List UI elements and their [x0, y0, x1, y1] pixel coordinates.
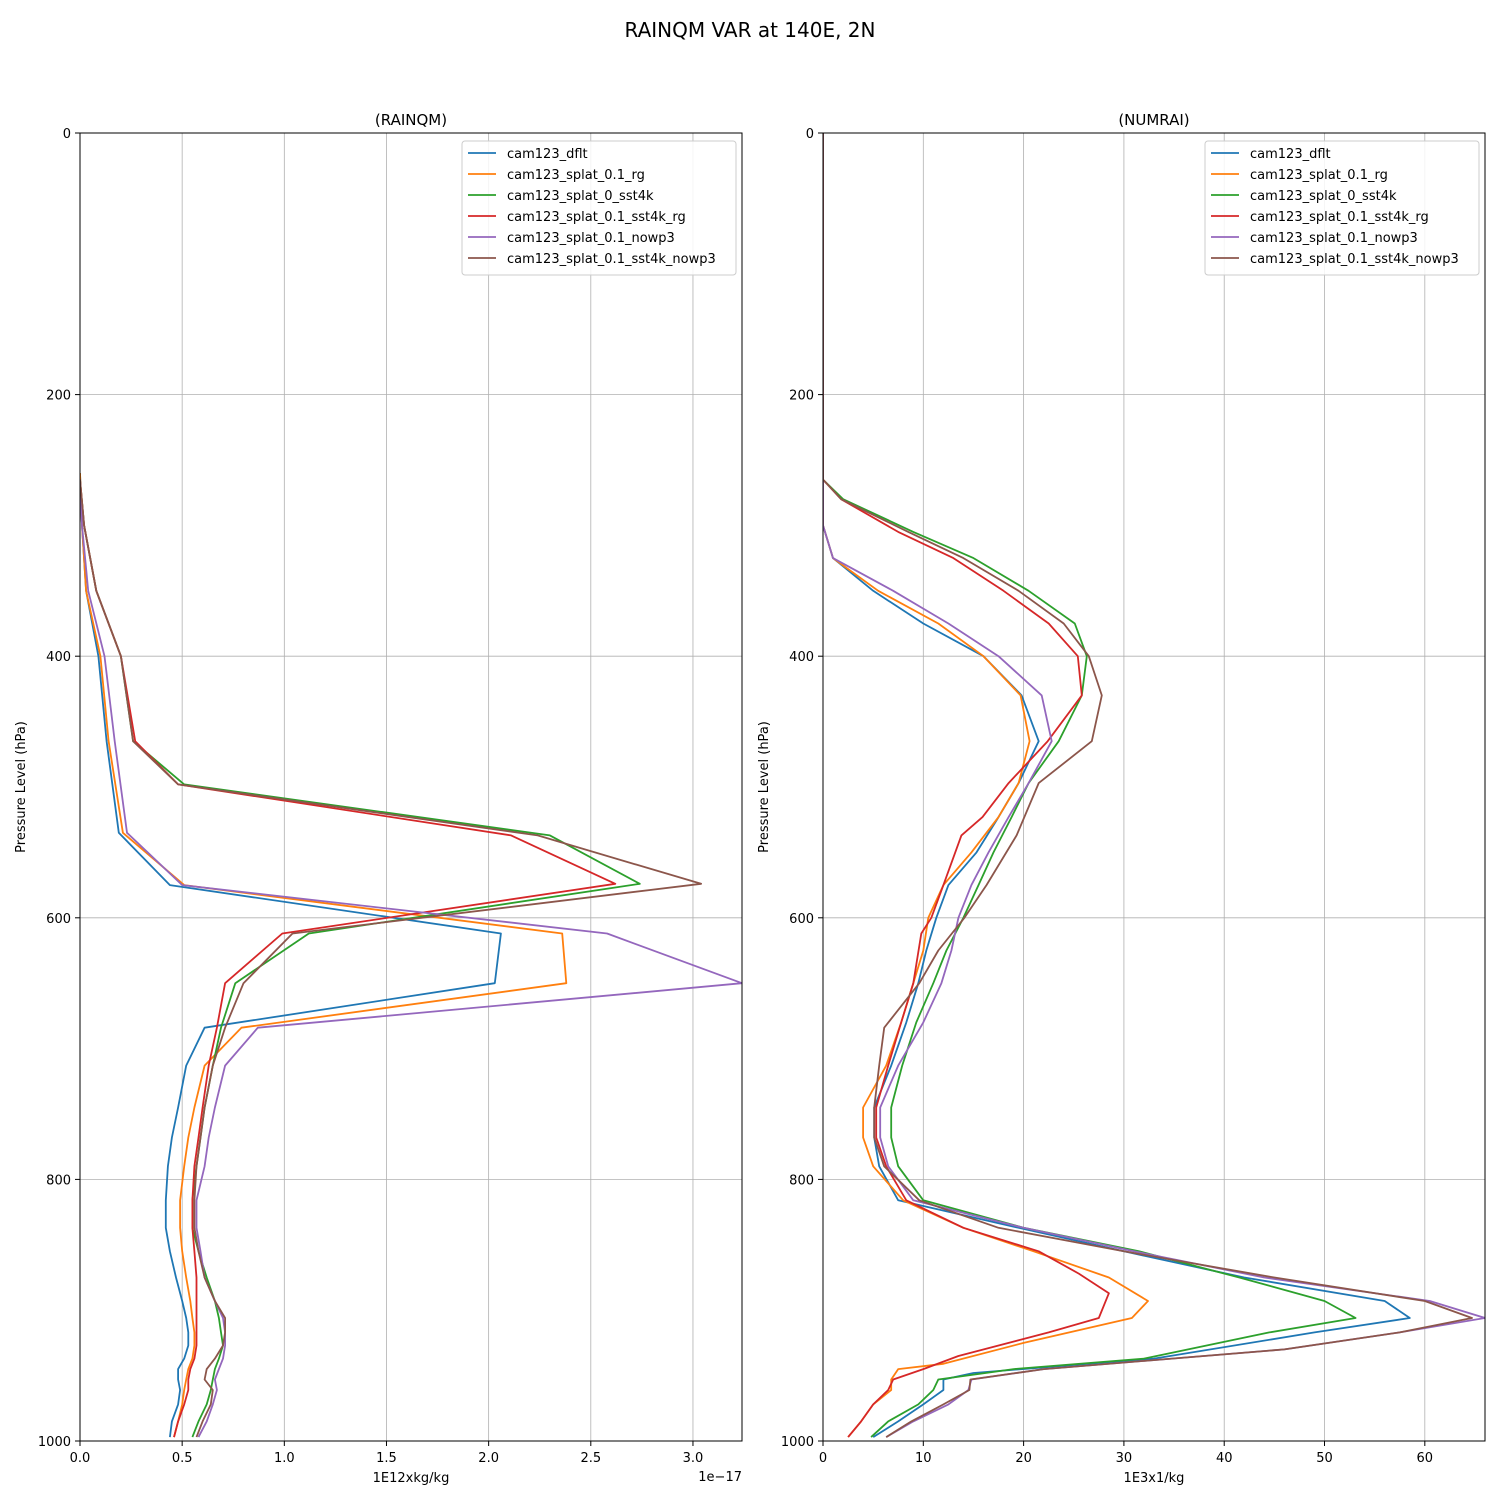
y-tick-label: 200 — [789, 389, 814, 404]
figure-suptitle: RAINQM VAR at 140E, 2N — [625, 18, 876, 42]
x-tick-label: 1.0 — [274, 1451, 295, 1466]
legend-entry: cam123_splat_0_sst4k — [507, 189, 654, 204]
y-axis-label: Pressure Level (hPa) — [14, 721, 29, 853]
x-tick-label: 40 — [1216, 1451, 1233, 1466]
legend-entry: cam123_splat_0.1_rg — [1250, 168, 1388, 183]
x-axis-label: 1E3x1/kg — [1124, 1471, 1185, 1486]
x-offset-label: 1e−17 — [698, 1470, 742, 1485]
legend: cam123_dflt cam123_splat_0.1_rg cam123_spl… — [1204, 140, 1480, 276]
legend-entry: cam123_splat_0.1_nowp3 — [507, 231, 675, 246]
y-tick-label: 0 — [63, 127, 71, 142]
x-tick-label: 50 — [1316, 1451, 1333, 1466]
axes-frame — [79, 132, 743, 1442]
series-line-3 — [80, 479, 641, 1438]
series-line-6 — [80, 479, 702, 1438]
y-tick-label: 0 — [806, 127, 814, 142]
y-tick-label: 600 — [789, 912, 814, 927]
plot-panel-1: 0.0 0.5 1.0 1.5 2.0 2.5 3.0 0 200 400 600 800 1000 (R… — [14, 111, 743, 1486]
legend-entry: cam123_splat_0.1_sst4k_rg — [507, 210, 686, 225]
legend-entry: cam123_dflt — [1250, 147, 1331, 162]
legend: cam123_dflt cam123_splat_0.1_rg cam123_spl… — [461, 140, 737, 276]
legend-entry: cam123_splat_0.1_nowp3 — [1250, 231, 1418, 246]
legend-entry: cam123_splat_0.1_sst4k_nowp3 — [1250, 252, 1459, 267]
legend-entry: cam123_splat_0_sst4k — [1250, 189, 1397, 204]
y-tick-label: 800 — [789, 1173, 814, 1188]
x-tick-label: 30 — [1116, 1451, 1133, 1466]
plot-panel-2: 0 10 20 30 40 50 6002004006008001000(NUMRAI)1E… — [757, 111, 1486, 1486]
x-tick-label: 1.5 — [376, 1451, 397, 1466]
x-tick-label: 0 — [819, 1451, 827, 1466]
series-line-3 — [823, 133, 1357, 1438]
legend-box — [1204, 140, 1480, 276]
y-tick-label: 200 — [46, 389, 71, 404]
y-tick-label: 400 — [789, 650, 814, 665]
x-tick-label: 60 — [1417, 1451, 1434, 1466]
x-tick-label: 3.0 — [683, 1451, 704, 1466]
series-line-5 — [80, 479, 742, 1438]
x-tick-label: 20 — [1015, 1451, 1032, 1466]
legend-entry: cam123_splat_0.1_sst4k_nowp3 — [507, 252, 716, 267]
x-tick-label: 2.5 — [580, 1451, 601, 1466]
x-tick-label: 0.0 — [70, 1451, 91, 1466]
y-tick-label: 400 — [46, 650, 71, 665]
axes-frame — [822, 132, 1486, 1442]
series-line-6 — [823, 133, 1473, 1438]
y-tick-label: 600 — [46, 912, 71, 927]
legend-entry: cam123_dflt — [507, 147, 588, 162]
series-line-1 — [80, 473, 502, 1438]
y-tick-label: 800 — [46, 1173, 71, 1188]
y-axis-label: Pressure Level (hPa) — [757, 721, 772, 853]
series-line-2 — [80, 473, 568, 1438]
y-tick-label: 1000 — [781, 1435, 814, 1450]
series-group — [80, 473, 742, 1438]
x-tick-label: 0.5 — [172, 1451, 193, 1466]
legend-entry: cam123_splat_0.1_sst4k_rg — [1250, 210, 1429, 225]
x-tick-label: 2.0 — [478, 1451, 499, 1466]
x-axis-label: 1E12xkg/kg — [373, 1471, 450, 1486]
series-line-4 — [823, 133, 1110, 1438]
panel-title: (RAINQM) — [375, 111, 447, 129]
legend-entry: cam123_splat_0.1_rg — [507, 168, 645, 183]
y-tick-label: 1000 — [38, 1435, 71, 1450]
series-group — [823, 133, 1485, 1438]
series-line-2 — [823, 133, 1149, 1438]
x-tick-label: 10 — [915, 1451, 932, 1466]
legend-box — [461, 140, 737, 276]
panel-title: (NUMRAI) — [1118, 111, 1189, 129]
